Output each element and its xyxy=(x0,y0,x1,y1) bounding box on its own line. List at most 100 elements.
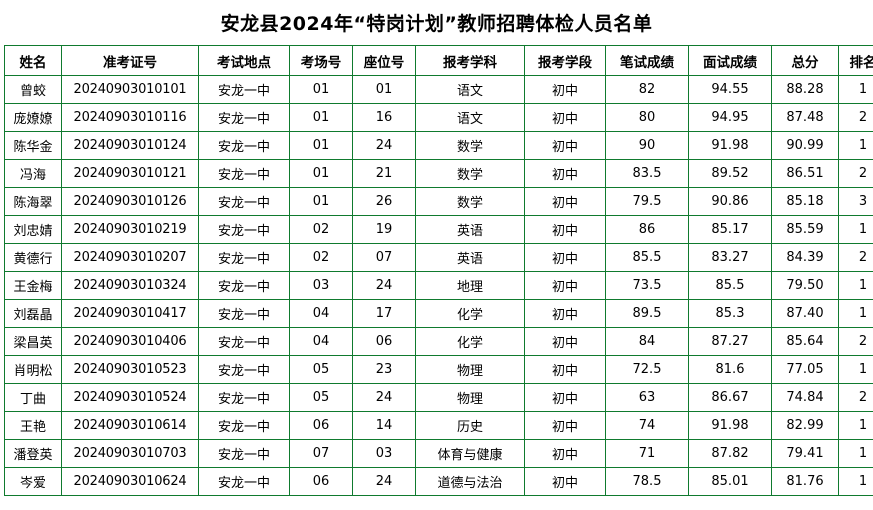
cell-name: 潘登英 xyxy=(4,439,62,468)
cell-seat-number: 03 xyxy=(352,439,416,468)
cell-total-score: 85.59 xyxy=(771,215,839,244)
cell-name: 陈华金 xyxy=(4,131,62,160)
cell-rank: 1 xyxy=(838,355,873,384)
cell-room-number: 01 xyxy=(289,159,353,188)
cell-interview-score: 85.01 xyxy=(688,467,772,496)
cell-seat-number: 23 xyxy=(352,355,416,384)
cell-rank: 2 xyxy=(838,159,873,188)
cell-seat-number: 24 xyxy=(352,131,416,160)
table-row: 刘磊晶 20240903010417 安龙一中 04 17 化学 初中 89.5 85.3 87.… xyxy=(4,299,873,328)
cell-admission-number: 20240903010124 xyxy=(61,131,199,160)
cell-stage: 初中 xyxy=(524,75,606,104)
cell-stage: 初中 xyxy=(524,271,606,300)
cell-admission-number: 20240903010219 xyxy=(61,215,199,244)
cell-admission-number: 20240903010614 xyxy=(61,411,199,440)
cell-written-score: 73.5 xyxy=(605,271,689,300)
cell-rank: 1 xyxy=(838,299,873,328)
cell-stage: 初中 xyxy=(524,187,606,216)
page-title: 安龙县2024年“特岗计划”教师招聘体检人员名单 xyxy=(220,13,653,35)
table-row: 丁曲 20240903010524 安龙一中 05 24 物理 初中 63 86.67 74.84… xyxy=(4,383,873,412)
cell-seat-number: 17 xyxy=(352,299,416,328)
table-row: 王金梅 20240903010324 安龙一中 03 24 地理 初中 73.5 85.5 79.… xyxy=(4,271,873,300)
cell-admission-number: 20240903010324 xyxy=(61,271,199,300)
cell-subject: 体育与健康 xyxy=(415,439,525,468)
cell-interview-score: 87.82 xyxy=(688,439,772,468)
cell-interview-score: 85.3 xyxy=(688,299,772,328)
table-row: 冯海 20240903010121 安龙一中 01 21 数学 初中 83.5 89.52 86.… xyxy=(4,159,873,188)
cell-total-score: 79.41 xyxy=(771,439,839,468)
cell-rank: 1 xyxy=(838,75,873,104)
cell-subject: 地理 xyxy=(415,271,525,300)
cell-written-score: 72.5 xyxy=(605,355,689,384)
cell-room-number: 04 xyxy=(289,327,353,356)
cell-stage: 初中 xyxy=(524,467,606,496)
cell-exam-place: 安龙一中 xyxy=(198,215,290,244)
column-header-admission-number: 准考证号 xyxy=(61,45,199,76)
cell-interview-score: 89.52 xyxy=(688,159,772,188)
cell-name: 梁昌英 xyxy=(4,327,62,356)
cell-exam-place: 安龙一中 xyxy=(198,383,290,412)
cell-written-score: 89.5 xyxy=(605,299,689,328)
roster-table: 姓名 准考证号 考试地点 考场号 座位号 报考学科 报考学段 笔试成绩 面试成绩… xyxy=(4,45,873,496)
column-header-room-number: 考场号 xyxy=(289,45,353,76)
cell-name: 王艳 xyxy=(4,411,62,440)
cell-name: 王金梅 xyxy=(4,271,62,300)
table-row: 肖明松 20240903010523 安龙一中 05 23 物理 初中 72.5 81.6 77.… xyxy=(4,355,873,384)
cell-name: 岑爱 xyxy=(4,467,62,496)
table-row: 陈海翠 20240903010126 安龙一中 01 26 数学 初中 79.5 90.86 85… xyxy=(4,187,873,216)
cell-name: 曾蛟 xyxy=(4,75,62,104)
table-header: 姓名 准考证号 考试地点 考场号 座位号 报考学科 报考学段 笔试成绩 面试成绩… xyxy=(4,45,873,76)
cell-subject: 物理 xyxy=(415,383,525,412)
cell-total-score: 77.05 xyxy=(771,355,839,384)
cell-stage: 初中 xyxy=(524,103,606,132)
cell-admission-number: 20240903010116 xyxy=(61,103,199,132)
cell-exam-place: 安龙一中 xyxy=(198,327,290,356)
cell-total-score: 84.39 xyxy=(771,243,839,272)
cell-room-number: 01 xyxy=(289,187,353,216)
cell-admission-number: 20240903010624 xyxy=(61,467,199,496)
cell-admission-number: 20240903010417 xyxy=(61,299,199,328)
cell-exam-place: 安龙一中 xyxy=(198,467,290,496)
cell-exam-place: 安龙一中 xyxy=(198,355,290,384)
cell-seat-number: 07 xyxy=(352,243,416,272)
cell-written-score: 74 xyxy=(605,411,689,440)
cell-subject: 道德与法治 xyxy=(415,467,525,496)
cell-exam-place: 安龙一中 xyxy=(198,411,290,440)
cell-interview-score: 94.55 xyxy=(688,75,772,104)
cell-admission-number: 20240903010406 xyxy=(61,327,199,356)
cell-seat-number: 01 xyxy=(352,75,416,104)
cell-interview-score: 87.27 xyxy=(688,327,772,356)
cell-stage: 初中 xyxy=(524,131,606,160)
cell-total-score: 79.50 xyxy=(771,271,839,300)
cell-room-number: 05 xyxy=(289,355,353,384)
cell-written-score: 83.5 xyxy=(605,159,689,188)
cell-room-number: 05 xyxy=(289,383,353,412)
cell-name: 肖明松 xyxy=(4,355,62,384)
cell-written-score: 84 xyxy=(605,327,689,356)
cell-stage: 初中 xyxy=(524,411,606,440)
table-row: 曾蛟 20240903010101 安龙一中 01 01 语文 初中 82 94.55 88.28… xyxy=(4,75,873,104)
cell-rank: 1 xyxy=(838,271,873,300)
cell-room-number: 06 xyxy=(289,411,353,440)
column-header-total-score: 总分 xyxy=(771,45,839,76)
cell-name: 刘磊晶 xyxy=(4,299,62,328)
cell-subject: 化学 xyxy=(415,327,525,356)
cell-exam-place: 安龙一中 xyxy=(198,439,290,468)
cell-subject: 历史 xyxy=(415,411,525,440)
cell-written-score: 71 xyxy=(605,439,689,468)
cell-room-number: 01 xyxy=(289,103,353,132)
table-row: 刘忠婧 20240903010219 安龙一中 02 19 英语 初中 86 85.17 85.5… xyxy=(4,215,873,244)
cell-interview-score: 85.17 xyxy=(688,215,772,244)
table-row: 王艳 20240903010614 安龙一中 06 14 历史 初中 74 91.98 82.99… xyxy=(4,411,873,440)
cell-written-score: 79.5 xyxy=(605,187,689,216)
cell-subject: 英语 xyxy=(415,215,525,244)
cell-admission-number: 20240903010207 xyxy=(61,243,199,272)
cell-total-score: 86.51 xyxy=(771,159,839,188)
cell-total-score: 87.48 xyxy=(771,103,839,132)
cell-written-score: 82 xyxy=(605,75,689,104)
cell-written-score: 78.5 xyxy=(605,467,689,496)
cell-room-number: 02 xyxy=(289,215,353,244)
cell-exam-place: 安龙一中 xyxy=(198,187,290,216)
column-header-stage: 报考学段 xyxy=(524,45,606,76)
